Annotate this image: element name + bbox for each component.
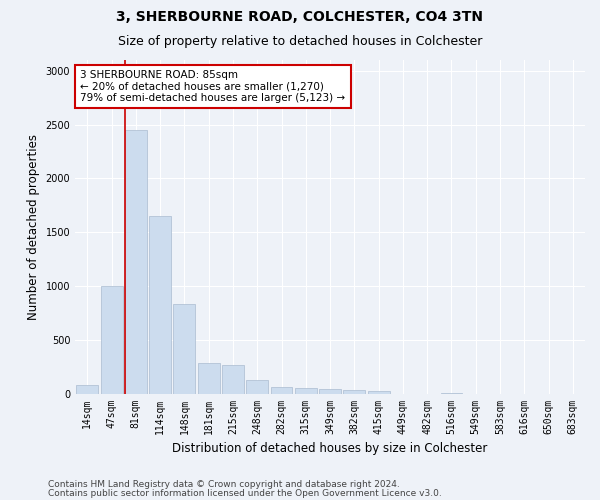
Bar: [173, 304, 196, 394]
Bar: [149, 216, 171, 394]
Bar: [101, 286, 122, 394]
Bar: [125, 130, 147, 394]
Bar: [440, 393, 463, 394]
Bar: [319, 390, 341, 394]
Y-axis label: Number of detached properties: Number of detached properties: [27, 134, 40, 320]
Bar: [76, 386, 98, 394]
Bar: [271, 387, 292, 394]
Bar: [247, 380, 268, 394]
Bar: [222, 364, 244, 394]
Text: 3 SHERBOURNE ROAD: 85sqm
← 20% of detached houses are smaller (1,270)
79% of sem: 3 SHERBOURNE ROAD: 85sqm ← 20% of detach…: [80, 70, 346, 103]
Bar: [368, 392, 389, 394]
X-axis label: Distribution of detached houses by size in Colchester: Distribution of detached houses by size …: [172, 442, 488, 455]
Text: Size of property relative to detached houses in Colchester: Size of property relative to detached ho…: [118, 35, 482, 48]
Bar: [198, 364, 220, 394]
Text: 3, SHERBOURNE ROAD, COLCHESTER, CO4 3TN: 3, SHERBOURNE ROAD, COLCHESTER, CO4 3TN: [116, 10, 484, 24]
Text: Contains public sector information licensed under the Open Government Licence v3: Contains public sector information licen…: [48, 488, 442, 498]
Bar: [295, 388, 317, 394]
Text: Contains HM Land Registry data © Crown copyright and database right 2024.: Contains HM Land Registry data © Crown c…: [48, 480, 400, 489]
Bar: [343, 390, 365, 394]
